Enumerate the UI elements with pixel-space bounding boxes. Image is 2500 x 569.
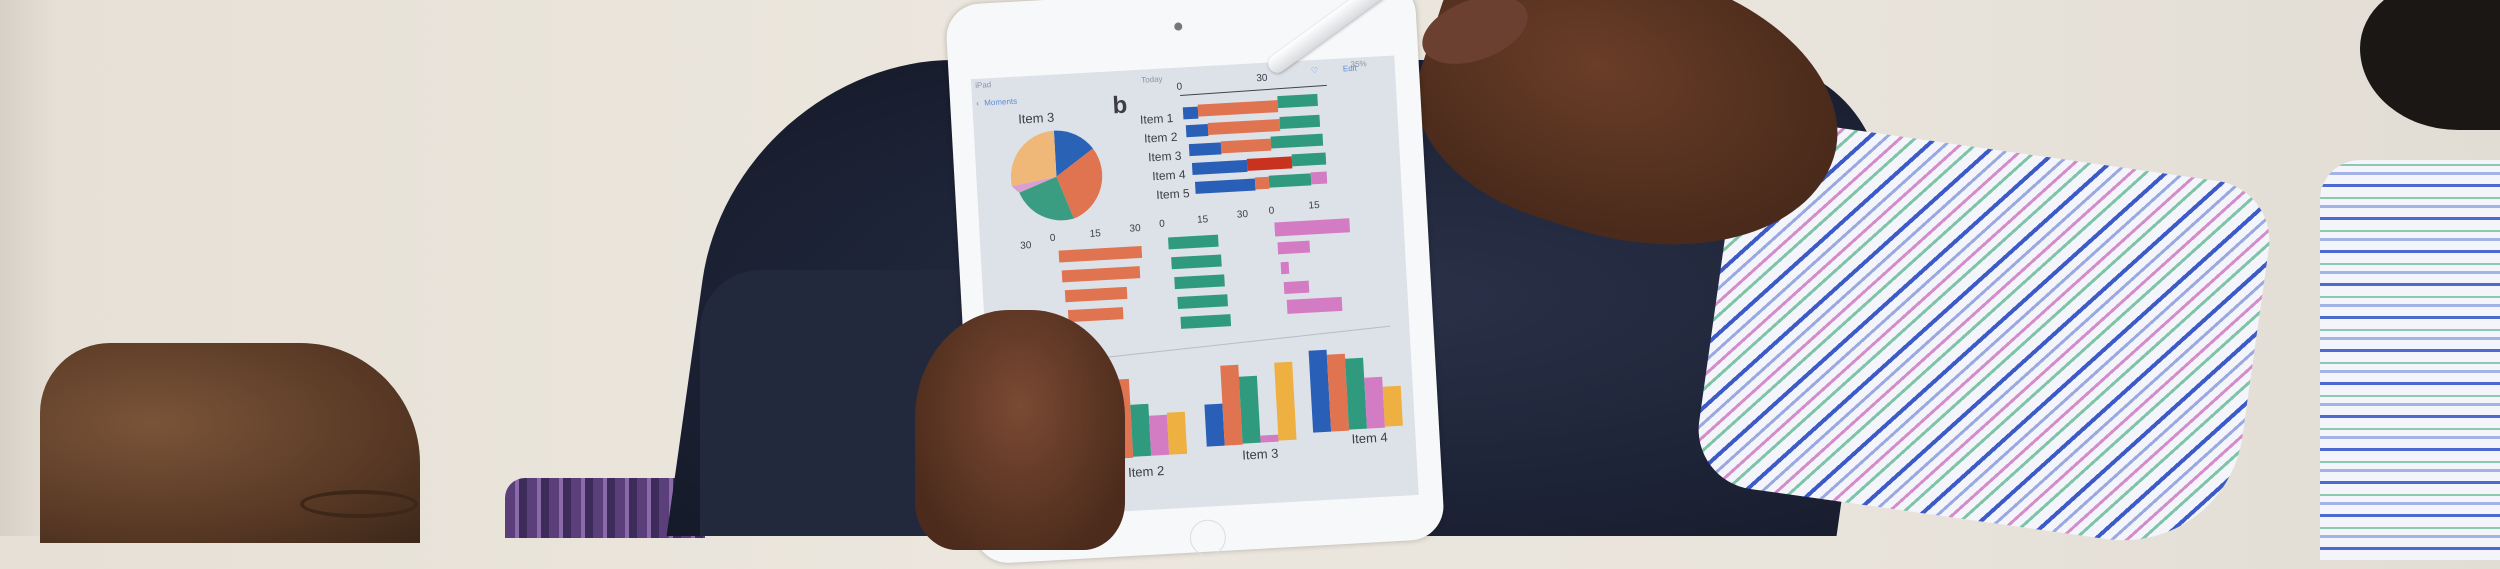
battery-label: 35%: [1350, 59, 1366, 69]
stacked-bars: [1182, 93, 1328, 194]
tick-label: 30: [1237, 209, 1249, 221]
bar: [1182, 106, 1199, 120]
bar: [1268, 173, 1312, 188]
bar: [1270, 133, 1324, 149]
tick-label: 15: [1089, 228, 1101, 240]
bar: [1254, 176, 1270, 190]
bar: [1310, 171, 1328, 185]
pie-chart: [1010, 130, 1103, 221]
pie-slice: [1011, 176, 1057, 193]
striped-shirt-torso: [2320, 160, 2500, 560]
bar: [1326, 353, 1350, 432]
item-label: Item 4: [1152, 167, 1186, 183]
tick-label: 0: [1159, 219, 1166, 230]
group-label: Item 4: [1351, 430, 1388, 447]
pie-slice: [1010, 130, 1057, 187]
item-label: Item 5: [1156, 186, 1190, 202]
carrier-label: iPad: [975, 80, 991, 90]
bar: [1277, 93, 1318, 109]
nav-title: Today: [1141, 75, 1163, 85]
bar: [1308, 349, 1332, 433]
back-chevron-icon[interactable]: ‹: [976, 99, 979, 108]
item-label: Item 2: [1144, 130, 1178, 146]
heart-icon[interactable]: ♡: [1311, 66, 1319, 75]
bar: [1246, 156, 1293, 171]
bar: [1067, 307, 1124, 323]
green-bars: [1168, 234, 1232, 329]
bar: [1185, 124, 1209, 138]
bar: [1194, 178, 1256, 194]
bar: [1238, 375, 1261, 444]
bar: [1204, 403, 1225, 447]
back-button[interactable]: Moments: [984, 97, 1017, 108]
hair: [2360, 0, 2500, 130]
camera-icon: [1174, 22, 1183, 31]
bar: [1260, 434, 1279, 443]
bar: [1197, 100, 1279, 117]
bar: [1277, 240, 1311, 255]
bar: [1188, 142, 1222, 157]
bar: [1279, 114, 1321, 130]
bar: [1274, 361, 1297, 441]
bar: [1130, 403, 1152, 457]
bar: [1364, 376, 1385, 429]
pie-label: Item 3: [1018, 110, 1055, 127]
bar: [1174, 274, 1225, 290]
pie-slice: [1053, 130, 1093, 177]
tick-label: 15: [1308, 200, 1320, 212]
bar: [1220, 364, 1243, 446]
edit-button[interactable]: Edit: [1343, 64, 1358, 74]
shoe-lace: [300, 490, 418, 518]
heading: b: [1112, 92, 1128, 120]
bar: [1345, 357, 1368, 430]
bar: [1064, 286, 1128, 303]
bar: [1171, 254, 1222, 270]
item-label: Item 3: [1148, 149, 1182, 165]
tick-label: 0: [1268, 205, 1275, 216]
pink-bars: [1274, 218, 1351, 314]
item-label: Item 1: [1140, 111, 1174, 127]
group-label: Item 2: [1128, 463, 1165, 480]
tick-label: 0: [1176, 81, 1183, 92]
bar: [1274, 218, 1351, 237]
left-hand: [915, 310, 1125, 550]
bar: [1207, 119, 1281, 136]
bar: [1220, 138, 1272, 154]
tablet: iPad 35% ‹ Moments Today ♡ Edit b Item 3…: [944, 0, 1446, 565]
bar: [1180, 314, 1232, 329]
bar: [1286, 296, 1343, 314]
axis-line: [1180, 84, 1327, 97]
bar: [1166, 411, 1188, 455]
bar: [1061, 266, 1141, 283]
orange-bars: [1058, 245, 1143, 342]
pie-slice: [1056, 148, 1103, 219]
bar: [1291, 152, 1327, 167]
group-label: Item 3: [1242, 446, 1279, 463]
bar: [1280, 261, 1290, 275]
bar: [1058, 245, 1143, 263]
tablet-screen: iPad 35% ‹ Moments Today ♡ Edit b Item 3…: [970, 55, 1419, 519]
bar: [1168, 234, 1219, 250]
tick-label: 30: [1256, 73, 1268, 85]
home-button[interactable]: [1188, 518, 1227, 557]
bar: [1191, 159, 1248, 175]
screen-content: iPad 35% ‹ Moments Today ♡ Edit b Item 3…: [975, 59, 1403, 480]
bar: [1382, 385, 1403, 427]
tick-label: 15: [1197, 214, 1209, 226]
tick-label: 30: [1020, 240, 1032, 252]
tick-label: 30: [1129, 223, 1141, 235]
bar: [1148, 414, 1170, 456]
pie-slice: [1019, 176, 1074, 221]
bar: [1283, 280, 1310, 295]
bar: [1177, 294, 1228, 310]
tick-label: 0: [1050, 233, 1057, 244]
